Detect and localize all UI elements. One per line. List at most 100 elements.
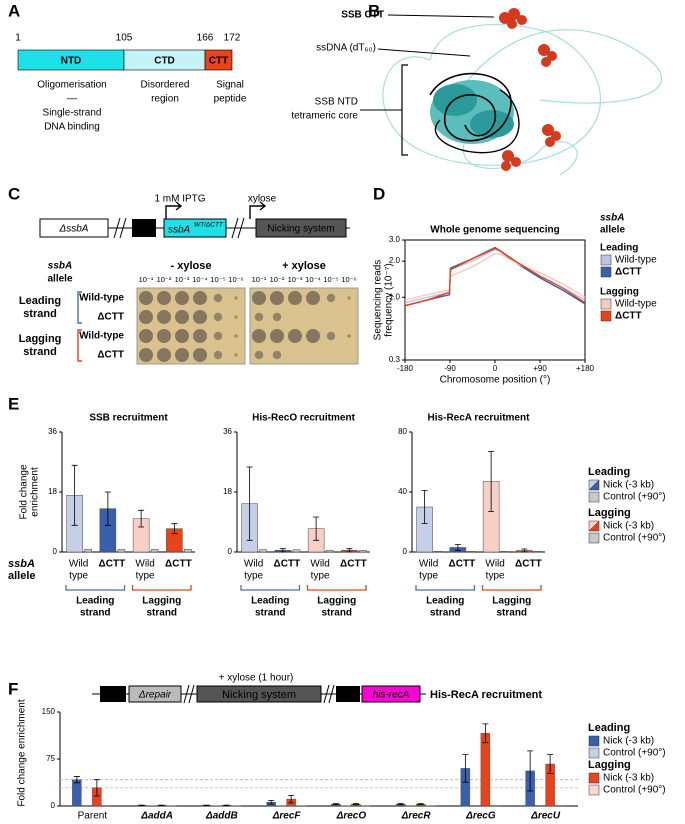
bar [184,549,192,553]
x-axis-label: Chromosome position (°) [440,375,551,386]
dilution-label: 10⁻¹ [139,275,154,284]
group-label: Lagging [142,596,181,607]
break [323,684,335,704]
gene-label: his-recA [373,690,410,701]
colony-spot [288,329,302,343]
group-label: strand [146,608,177,619]
inducer-label: + xylose (1 hour) [219,673,294,684]
colony-spot [157,329,171,343]
legend-swatch [600,266,612,278]
domain-name: CTT [209,56,228,67]
gene-label: Nicking system [222,689,296,701]
y-tick-label: 0 [53,547,58,556]
dilution-label: 10⁻³ [288,275,303,284]
dilution-label: 10⁻² [157,275,172,284]
domain-description: Single-strand [43,108,102,119]
x-tick-label: ΔrecF [272,811,302,822]
panel-letter: B [368,1,380,20]
position-label: 172 [224,33,241,44]
x-tick-label: ΔCTT [99,559,126,570]
group-label: strand [23,308,57,320]
error-bar [104,491,111,526]
colony-spot [213,350,223,360]
group-label: strand [321,608,352,619]
legend-label: ΔCTT [615,311,642,322]
legend-title: allele [600,225,625,236]
legend-title: ssbA [600,213,624,224]
error-bar [421,490,428,524]
gene-label: Nicking system [267,224,334,235]
group-label: Lagging [492,596,531,607]
y-tick-label: 80 [398,427,407,436]
series-line [404,253,586,301]
gene-label: Δrepair [138,690,172,701]
gene-label: WT/ΔCTT [194,222,224,229]
gene-box [132,219,156,237]
error-bar [397,803,404,806]
colony-spot [234,334,238,338]
legend-label: Control (+90°) [603,533,666,544]
label: SSB CTT [341,10,384,21]
chart-title: SSB recruitment [89,413,168,424]
dilution-label: 10⁻⁶ [341,275,356,284]
gene-label: erm [339,690,356,701]
error-bar [462,754,469,783]
legend-group: Leading [588,722,630,734]
chart-title: Whole genome sequencing [430,225,559,236]
legend-swatch [588,520,600,532]
x-tick-label: Parent [78,811,108,822]
legend-group: Lagging [588,759,631,771]
colony-spot [157,348,171,362]
bar [84,549,92,553]
break [183,684,195,704]
error-bar [171,523,178,535]
y-tick-label: 40 [398,487,407,496]
gene-label: ΔssbA [59,224,89,235]
allele-label: ssbA [8,558,35,570]
bar [117,549,126,553]
x-tick-label: ΔrecG [465,811,496,822]
panel-letter: A [8,1,20,20]
colony-spot [157,310,171,324]
domain-description: Signal [216,80,244,91]
y-tick-label: 18 [48,487,57,496]
ssdna [429,72,512,142]
legend-group: Leading [588,466,630,478]
group-label: strand [80,608,111,619]
legend-label: Control (+90°) [603,492,666,503]
colony-spot [213,293,223,303]
error-bar [417,803,424,806]
domain-description: region [151,94,179,105]
y-tick-label: 18 [223,487,232,496]
legend-label: Nick (-3 kb) [603,521,654,532]
domain-description: peptide [214,94,247,105]
loop [462,129,578,176]
panel-letter: D [373,184,385,203]
allele-label: allele [8,570,36,582]
dilution-label: 10⁻³ [175,275,190,284]
label: ssDNA (dT₆₀) [316,43,376,54]
legend-label: Wild-type [615,299,657,310]
dilution-label: 10⁻⁴ [305,275,321,284]
x-tick-label: Wild [69,559,88,570]
x-tick-label: Wild [310,559,329,570]
colony-spot [175,329,189,343]
legend-label: Control (+90°) [603,785,666,796]
gene-box [100,686,126,702]
legend-label: Nick (-3 kb) [603,736,654,747]
domain [204,49,233,71]
colony-spot [347,334,351,338]
y-tick-label: 2.0 [389,256,401,265]
position-label: 166 [197,33,214,44]
colony-spot [272,312,282,322]
error-bar [527,750,534,792]
bracket [77,291,82,324]
colony-spot [193,310,207,324]
group-bracket [240,585,301,591]
row-label: Wild-type [79,331,124,342]
y-tick-label: 0 [228,547,233,556]
colony-spot [270,291,284,305]
series-line [404,248,586,304]
legend-swatch [588,747,600,759]
colony-spot [193,291,207,305]
